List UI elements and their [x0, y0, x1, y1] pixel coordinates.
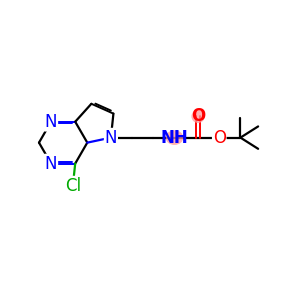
- Text: Cl: Cl: [65, 177, 81, 195]
- Ellipse shape: [191, 110, 205, 123]
- Text: O: O: [213, 129, 226, 147]
- Text: N: N: [45, 113, 57, 131]
- Text: O: O: [191, 107, 205, 125]
- Ellipse shape: [166, 130, 183, 145]
- Text: N: N: [105, 129, 117, 147]
- Text: N: N: [45, 154, 57, 172]
- Text: NH: NH: [160, 129, 188, 147]
